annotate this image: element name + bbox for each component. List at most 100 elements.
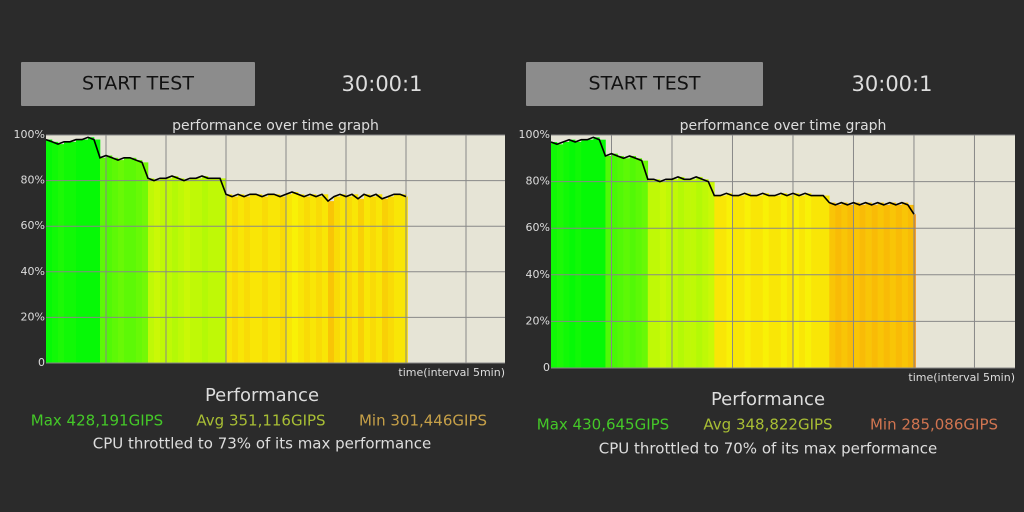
performance-bar bbox=[166, 178, 173, 363]
performance-bar bbox=[907, 204, 915, 368]
performance-bar bbox=[557, 144, 564, 368]
performance-bar bbox=[178, 178, 185, 363]
performance-bar bbox=[841, 202, 848, 368]
performance-bar bbox=[599, 139, 606, 368]
y-tick-label: 60% bbox=[526, 221, 550, 234]
performance-bar bbox=[238, 194, 245, 363]
performance-bar bbox=[256, 194, 263, 363]
performance-bar bbox=[714, 195, 721, 368]
performance-bar bbox=[334, 196, 341, 363]
performance-bar bbox=[130, 157, 137, 363]
performance-bar bbox=[883, 204, 891, 368]
performance-bar bbox=[853, 202, 860, 368]
stat-avg: Avg 348,822GIPS bbox=[703, 416, 832, 434]
stat-min: Min 301,446GIPS bbox=[359, 412, 487, 430]
performance-bar bbox=[720, 195, 727, 368]
chart-title: performance over time graph bbox=[172, 118, 379, 134]
performance-bar bbox=[913, 214, 916, 368]
button-label[interactable]: START TEST bbox=[82, 73, 194, 95]
performance-bar bbox=[280, 196, 287, 363]
button-label[interactable]: START TEST bbox=[589, 73, 701, 95]
performance-bar bbox=[208, 178, 215, 363]
performance-bar bbox=[106, 155, 113, 363]
performance-bar bbox=[780, 193, 788, 368]
y-tick-label: 20% bbox=[21, 310, 45, 323]
stat-min: Min 285,086GIPS bbox=[870, 416, 998, 434]
performance-bar bbox=[889, 202, 897, 368]
y-tick-label: 100% bbox=[14, 128, 45, 141]
performance-bar bbox=[587, 139, 594, 368]
y-tick-label: 40% bbox=[526, 268, 550, 281]
performance-bar bbox=[64, 141, 71, 363]
timer: 30:00:1 bbox=[852, 72, 933, 96]
performance-bar bbox=[214, 178, 221, 363]
performance-bar bbox=[690, 179, 697, 368]
performance-bar bbox=[250, 194, 257, 363]
performance-bar bbox=[732, 195, 739, 368]
stat-max: Max 428,191GIPS bbox=[31, 412, 163, 430]
performance-bar bbox=[340, 194, 347, 363]
performance-bar bbox=[274, 194, 281, 363]
performance-bar bbox=[569, 139, 576, 368]
performance-bar bbox=[665, 179, 673, 368]
performance-bar bbox=[124, 157, 131, 363]
performance-bar bbox=[148, 178, 155, 363]
performance-line bbox=[45, 136, 407, 203]
performance-bar bbox=[190, 178, 197, 363]
performance-bar bbox=[575, 141, 582, 368]
y-tick-label: 100% bbox=[519, 128, 550, 141]
performance-bar bbox=[629, 155, 636, 368]
performance-bar bbox=[792, 193, 800, 368]
x-axis-label: time(interval 5min) bbox=[908, 371, 1015, 384]
performance-bar bbox=[726, 193, 733, 368]
performance-bar bbox=[328, 201, 335, 363]
performance-bar bbox=[871, 204, 878, 368]
timer: 30:00:1 bbox=[342, 72, 423, 96]
y-tick-label: 60% bbox=[21, 219, 45, 232]
performance-bar bbox=[895, 204, 903, 368]
performance-bar bbox=[605, 155, 612, 368]
performance-bar bbox=[678, 176, 685, 368]
performance-bar bbox=[382, 198, 389, 363]
stat-avg: Avg 351,116GIPS bbox=[196, 412, 325, 430]
performance-bar bbox=[653, 179, 661, 368]
y-tick-label: 20% bbox=[526, 314, 550, 327]
performance-bar bbox=[316, 196, 323, 363]
performance-bar bbox=[346, 196, 353, 363]
performance-bar bbox=[286, 194, 293, 363]
y-tick-label: 40% bbox=[21, 265, 45, 278]
panel: START TEST 30:00:1 performance over time g… bbox=[14, 62, 505, 453]
performance-bar bbox=[142, 162, 149, 363]
performance-bar bbox=[835, 204, 842, 368]
performance-bar bbox=[304, 196, 311, 363]
performance-bar bbox=[702, 179, 709, 368]
performance-bar bbox=[112, 157, 119, 363]
performance-bar bbox=[756, 195, 764, 368]
start-test-button[interactable] bbox=[526, 62, 763, 106]
performance-bar bbox=[811, 195, 818, 368]
performance-bar bbox=[100, 157, 107, 363]
performance-bar bbox=[623, 158, 630, 368]
performance-bar bbox=[298, 194, 305, 363]
performance-bar bbox=[352, 194, 359, 363]
performance-bar bbox=[76, 139, 83, 363]
performance-bar bbox=[847, 204, 854, 368]
performance-bar bbox=[738, 195, 745, 368]
y-tick-label: 0 bbox=[38, 356, 45, 369]
performance-bar bbox=[617, 155, 624, 368]
panel: START TEST 30:00:1 performance over time g… bbox=[519, 62, 1015, 458]
performance-bar bbox=[88, 137, 95, 363]
performance-bar bbox=[671, 179, 679, 368]
performance-bar bbox=[46, 139, 53, 363]
performance-bar bbox=[268, 194, 275, 363]
performance-bar bbox=[799, 195, 806, 368]
start-test-button[interactable] bbox=[21, 62, 255, 106]
y-tick-label: 0 bbox=[543, 361, 550, 374]
performance-bar bbox=[172, 176, 179, 363]
performance-bar bbox=[394, 194, 401, 363]
performance-bar bbox=[136, 160, 143, 363]
chart-title: performance over time graph bbox=[680, 118, 887, 134]
performance-bar bbox=[551, 141, 558, 368]
performance-bar bbox=[364, 194, 371, 363]
performance-bar bbox=[774, 195, 782, 368]
